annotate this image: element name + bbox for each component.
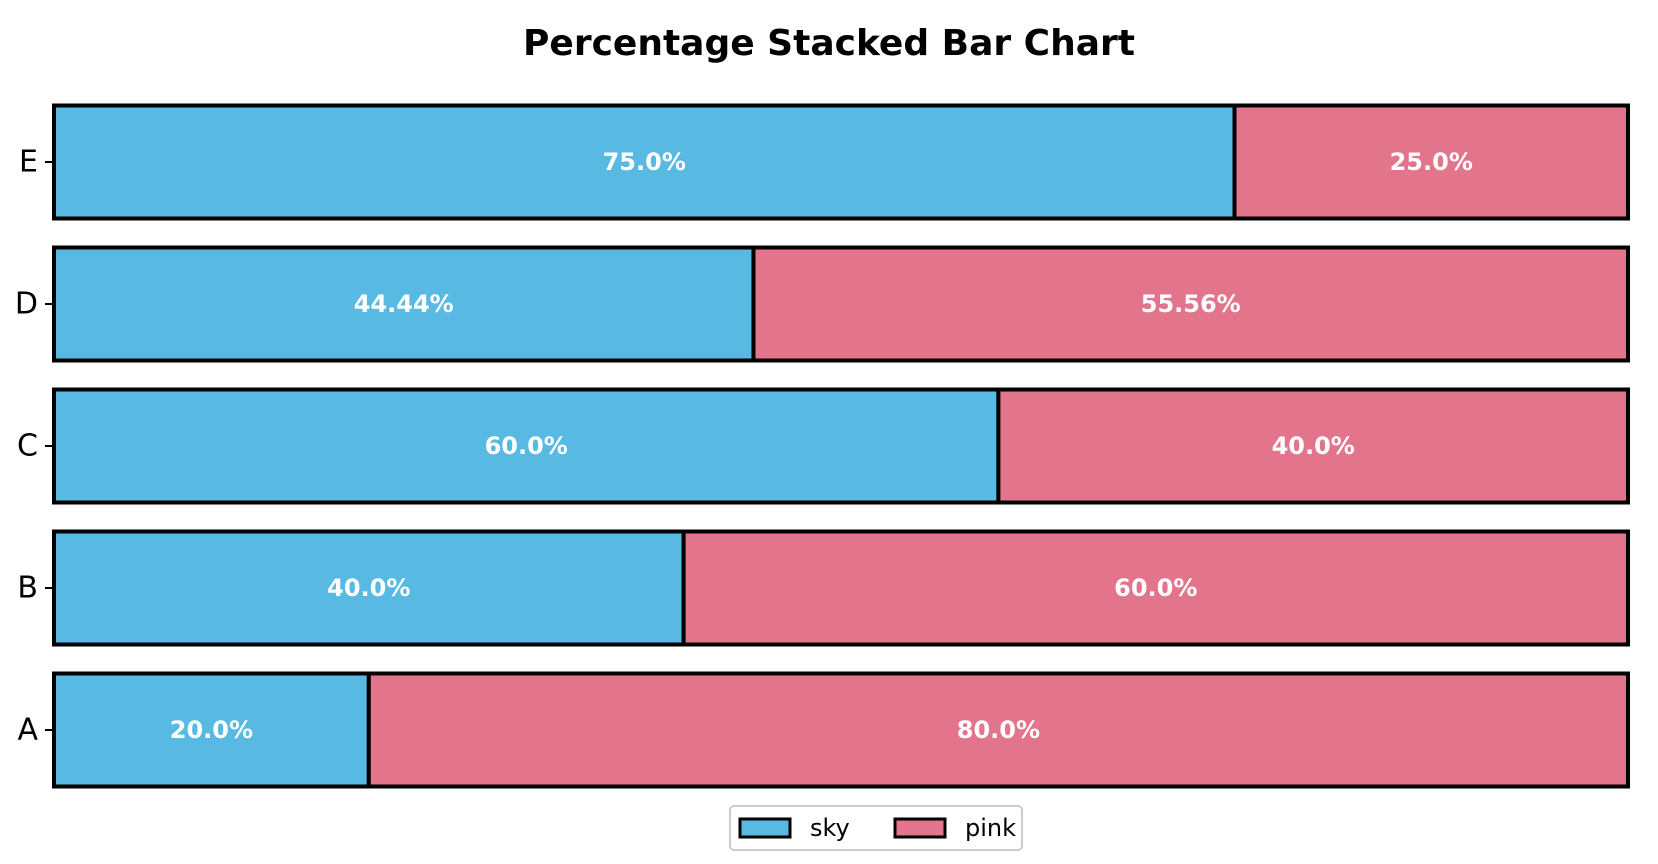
legend-label-pink: pink — [965, 814, 1016, 842]
legend-label-sky: sky — [810, 814, 850, 842]
data-label-sky-E: 75.0% — [603, 148, 686, 176]
bar-pink-C — [996, 387, 1630, 505]
legend-swatch-sky — [738, 817, 792, 839]
bar-pink-D — [751, 245, 1630, 363]
y-tick-label-C: C — [17, 429, 38, 464]
bar-pink-E — [1232, 103, 1630, 221]
legend-swatch-pink — [893, 817, 947, 839]
y-tick-label-E: E — [19, 145, 38, 180]
legend-frame — [729, 805, 1023, 851]
data-label-sky-A: 20.0% — [170, 716, 253, 744]
data-label-pink-D: 55.56% — [1141, 290, 1241, 318]
legend: sky pink — [729, 805, 1023, 851]
y-axis: A B C D E — [15, 145, 54, 748]
bar-pink-B — [681, 529, 1630, 647]
data-label-pink-B: 60.0% — [1114, 574, 1197, 602]
data-label-pink-E: 25.0% — [1390, 148, 1473, 176]
data-label-sky-D: 44.44% — [354, 290, 454, 318]
y-tick-label-D: D — [15, 287, 38, 322]
data-label-pink-C: 40.0% — [1272, 432, 1355, 460]
data-label-sky-C: 60.0% — [485, 432, 568, 460]
bar-pink-A — [366, 671, 1630, 789]
chart-title: Percentage Stacked Bar Chart — [523, 23, 1135, 64]
bar-sky-C — [52, 387, 1001, 505]
y-tick-label-A: A — [17, 713, 38, 748]
y-tick-label-B: B — [17, 571, 38, 606]
bars-group: 20.0% 80.0% 40.0% 60.0% 60.0% 40.0% 44.44% 55.5… — [52, 103, 1630, 789]
data-label-sky-B: 40.0% — [327, 574, 410, 602]
bar-sky-B — [52, 529, 686, 647]
bar-sky-D — [52, 245, 756, 363]
data-label-pink-A: 80.0% — [957, 716, 1040, 744]
